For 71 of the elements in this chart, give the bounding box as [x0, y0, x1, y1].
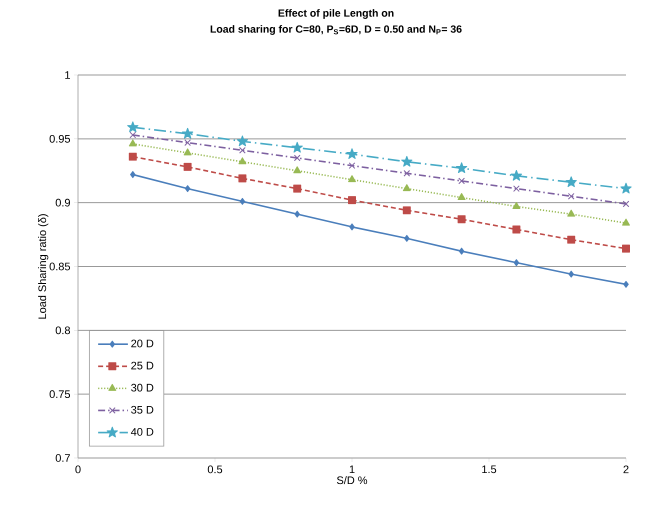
point — [127, 121, 138, 132]
point — [458, 248, 464, 255]
point — [622, 200, 630, 208]
point — [130, 171, 136, 178]
point — [458, 178, 465, 184]
point — [458, 215, 466, 224]
y-axis-title: Load Sharing ratio (δ) — [38, 214, 48, 319]
point — [456, 162, 468, 174]
x-tick-label: 2 — [624, 466, 629, 474]
legend-label: 40 D — [130, 428, 154, 436]
point — [458, 193, 466, 200]
point — [402, 206, 411, 214]
point — [292, 142, 303, 153]
x-tick-label: 1.5 — [482, 466, 496, 474]
chart-title: Effect of pile Length on — [278, 9, 394, 19]
legend-label: 25 D — [131, 362, 154, 370]
point — [510, 170, 522, 181]
legend-label: 20 D — [131, 340, 154, 348]
point — [294, 210, 300, 218]
point — [346, 148, 358, 159]
y-tick-label: 0.95 — [50, 134, 70, 143]
point — [128, 139, 137, 146]
point — [348, 175, 356, 182]
point — [401, 156, 412, 167]
point — [402, 184, 411, 192]
x-tick-label: 1 — [350, 466, 355, 474]
point — [567, 210, 576, 217]
point — [513, 185, 520, 192]
point — [240, 198, 246, 205]
point — [514, 259, 520, 266]
point — [349, 223, 355, 230]
point — [620, 182, 632, 194]
point — [293, 166, 302, 174]
point — [622, 218, 630, 226]
point — [128, 152, 137, 161]
point — [129, 132, 136, 138]
point — [512, 225, 520, 234]
point — [293, 184, 302, 193]
y-tick-label: 0.7 — [56, 454, 70, 462]
legend-label: 35 D — [131, 406, 154, 414]
point — [239, 146, 246, 154]
point — [512, 202, 520, 209]
point — [182, 128, 194, 139]
point — [236, 135, 248, 146]
x-tick-label: 0 — [75, 466, 81, 474]
x-tick-label: 0.5 — [208, 466, 222, 474]
x-axis-title: S/D % — [336, 476, 368, 484]
y-tick-label: 0.75 — [50, 390, 70, 398]
point — [348, 162, 356, 169]
y-tick-label: 0.8 — [56, 326, 70, 334]
point — [566, 176, 577, 188]
point — [238, 157, 246, 164]
y-tick-label: 1 — [65, 71, 70, 79]
y-tick-label: 0.9 — [56, 198, 70, 207]
point — [568, 192, 575, 200]
point — [622, 244, 630, 253]
y-tick-label: 0.85 — [50, 262, 70, 270]
point — [294, 154, 301, 162]
point — [403, 170, 410, 177]
point — [238, 174, 246, 182]
point — [568, 270, 574, 278]
chart-subtitle: Load sharing for C=80, P$_{S}$=6D, D = 0.50 and N$_{P}$= 36 — [210, 25, 462, 35]
point — [623, 280, 629, 288]
point — [567, 236, 576, 244]
point — [184, 148, 192, 156]
point — [348, 196, 356, 204]
legend-label: 30 D — [131, 384, 154, 392]
point — [184, 139, 191, 146]
point — [184, 185, 190, 192]
point — [184, 162, 192, 171]
point — [404, 234, 410, 242]
